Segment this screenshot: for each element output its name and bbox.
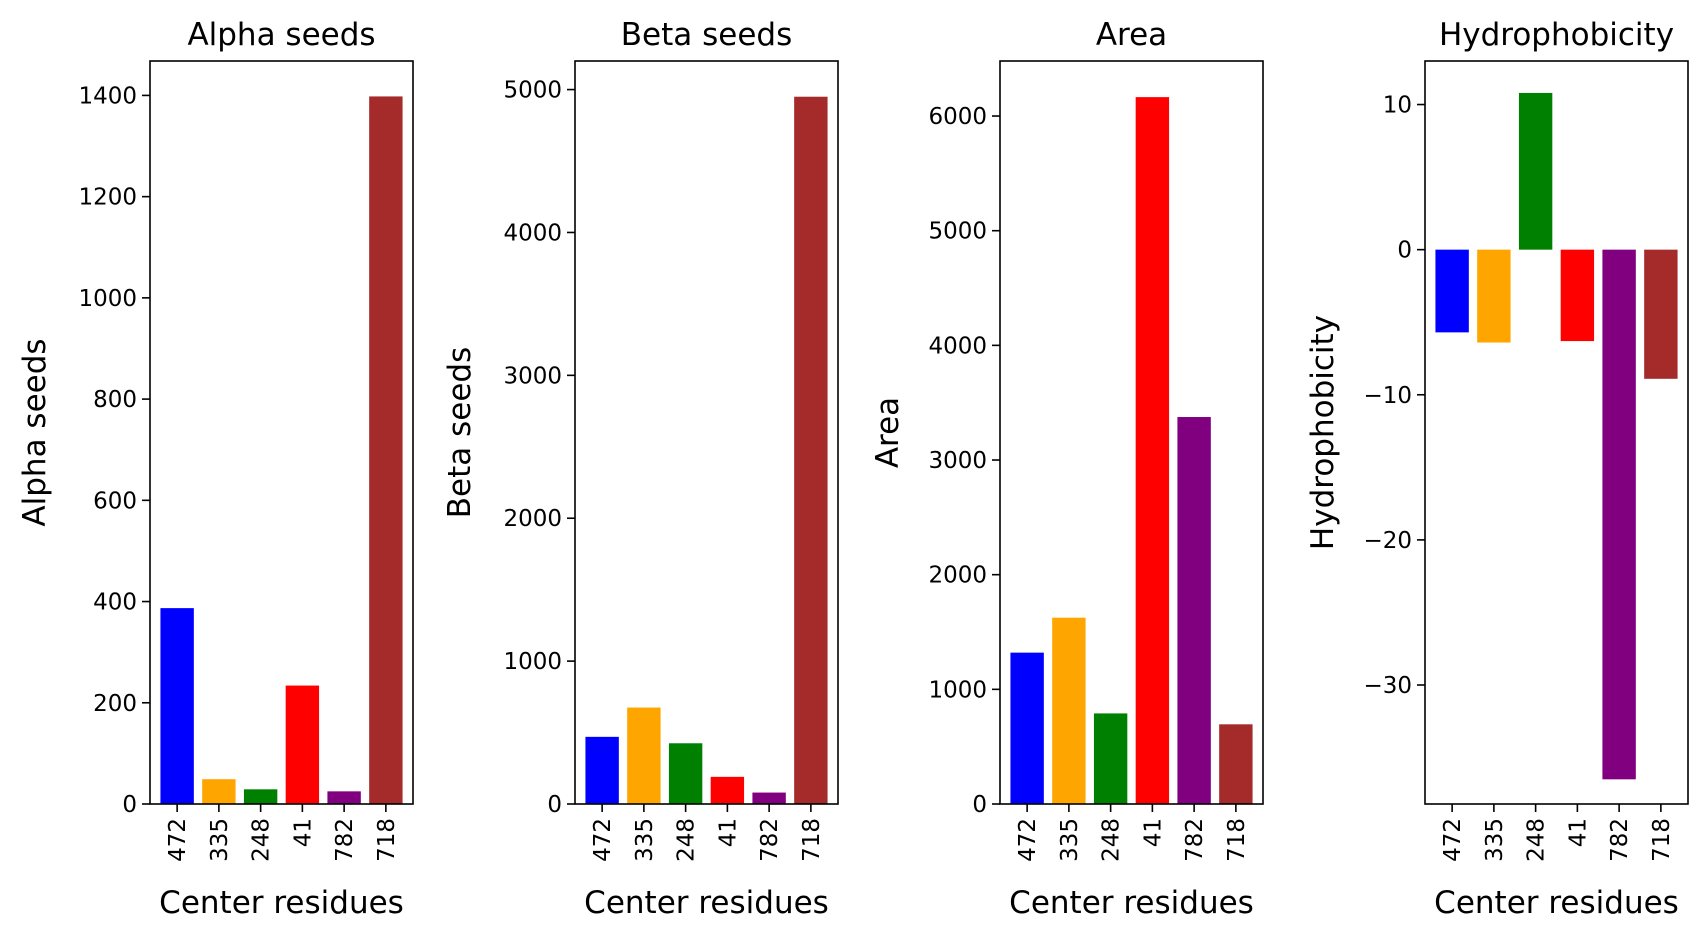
x-tick-label: 472	[1440, 818, 1466, 862]
chart-panel-4: 10 0 −10 −20 −30 472 335 248 41 782 718 Hydrophobic…	[1305, 17, 1689, 921]
x-axis-label: Center residues	[1009, 885, 1254, 921]
x-tick-label: 472	[1015, 818, 1041, 862]
y-tick-label: 800	[93, 387, 137, 413]
bar-718	[369, 96, 403, 805]
x-tick-label: 248	[674, 818, 700, 862]
y-axis-label: Beta seeds	[442, 347, 478, 518]
bar-248	[1518, 92, 1553, 250]
bar-782	[752, 792, 786, 804]
y-tick-label: −20	[1363, 528, 1412, 554]
panel-title: Beta seeds	[621, 17, 792, 53]
bar-335	[627, 707, 661, 804]
y-tick-label: 3000	[503, 363, 562, 389]
bar-718	[1219, 724, 1253, 804]
x-tick-label: 718	[374, 818, 400, 862]
x-tick-label: 718	[1224, 818, 1250, 862]
y-tick-label: −30	[1363, 673, 1412, 699]
y-tick-label: 0	[1397, 238, 1412, 264]
bar-782	[327, 791, 361, 804]
chart-panel-2: 0 1000 2000 3000 4000 5000 472 335 248 41 782 718 Be…	[442, 17, 839, 921]
x-tick-label: 782	[1607, 818, 1633, 862]
plot-frame	[1424, 60, 1689, 805]
x-tick-label: 472	[165, 818, 191, 862]
y-tick-label: 1200	[78, 185, 137, 211]
panel-title: Alpha seeds	[187, 17, 375, 53]
bar-472	[585, 736, 619, 804]
y-tick-label: 3000	[928, 448, 987, 474]
x-axis-label: Center residues	[159, 885, 404, 921]
bar-335	[1477, 249, 1511, 343]
x-tick-label: 248	[249, 818, 275, 862]
x-tick-label: 782	[1182, 818, 1208, 862]
bar-472	[1010, 652, 1044, 804]
x-tick-label: 782	[757, 818, 783, 862]
x-tick-label: 41	[715, 818, 741, 847]
y-tick-label: 400	[93, 590, 137, 616]
y-tick-label: −10	[1363, 383, 1412, 409]
bar-782	[1602, 249, 1636, 780]
bar-782	[1177, 417, 1211, 804]
y-axis-label: Area	[870, 397, 906, 468]
y-tick-label: 600	[93, 488, 137, 514]
panel-title: Area	[1096, 17, 1167, 53]
x-tick-label: 335	[1482, 818, 1508, 862]
x-tick-label: 41	[1565, 818, 1591, 847]
y-tick-label: 0	[972, 792, 987, 818]
y-tick-label: 1000	[928, 677, 987, 703]
bar-248	[668, 743, 703, 804]
bar-335	[202, 779, 236, 804]
y-axis-label: Alpha seeds	[17, 338, 53, 526]
plot-frame	[149, 60, 414, 805]
y-tick-label: 1000	[78, 286, 137, 312]
bar-472	[160, 608, 194, 804]
x-tick-label: 718	[799, 818, 825, 862]
y-tick-label: 6000	[928, 104, 987, 130]
chart-panel-3: 0 1000 2000 3000 4000 5000 6000 472 335 248 41 782 7…	[870, 17, 1264, 921]
x-tick-label: 248	[1524, 818, 1550, 862]
bar-248	[243, 789, 278, 804]
bar-718	[794, 96, 828, 805]
y-tick-label: 2000	[928, 563, 987, 589]
bar-41	[1560, 249, 1595, 342]
y-tick-label: 10	[1383, 93, 1412, 119]
y-axis-label: Hydrophobicity	[1305, 315, 1341, 550]
bar-472	[1435, 249, 1469, 333]
x-axis-label: Center residues	[1434, 885, 1679, 921]
bar-41	[285, 685, 320, 804]
y-tick-label: 2000	[503, 506, 562, 532]
plot-frame	[574, 60, 839, 805]
y-tick-label: 1000	[503, 649, 562, 675]
x-tick-label: 335	[632, 818, 658, 862]
y-tick-label: 0	[547, 792, 562, 818]
x-tick-label: 782	[332, 818, 358, 862]
bar-718	[1644, 249, 1678, 379]
bar-41	[1135, 97, 1170, 805]
x-axis-label: Center residues	[584, 885, 829, 921]
x-tick-label: 472	[590, 818, 616, 862]
bar-335	[1052, 617, 1086, 804]
y-tick-label: 0	[122, 792, 137, 818]
chart-panel-1: 0 200 400 600 800 1000 1200 1400 472 335 248 41 782 7…	[17, 17, 414, 921]
x-tick-label: 718	[1649, 818, 1675, 862]
bar-41	[710, 776, 745, 804]
x-tick-label: 248	[1099, 818, 1125, 862]
y-tick-label: 4000	[928, 333, 987, 359]
y-tick-label: 5000	[503, 78, 562, 104]
x-tick-label: 335	[207, 818, 233, 862]
panel-title: Hydrophobicity	[1439, 17, 1674, 53]
y-tick-label: 200	[93, 691, 137, 717]
x-tick-label: 335	[1057, 818, 1083, 862]
x-tick-label: 41	[290, 818, 316, 847]
y-tick-label: 5000	[928, 219, 987, 245]
x-tick-label: 41	[1140, 818, 1166, 847]
y-tick-label: 1400	[78, 83, 137, 109]
plot-frame	[999, 60, 1264, 805]
y-tick-label: 4000	[503, 220, 562, 246]
bar-248	[1093, 713, 1128, 804]
